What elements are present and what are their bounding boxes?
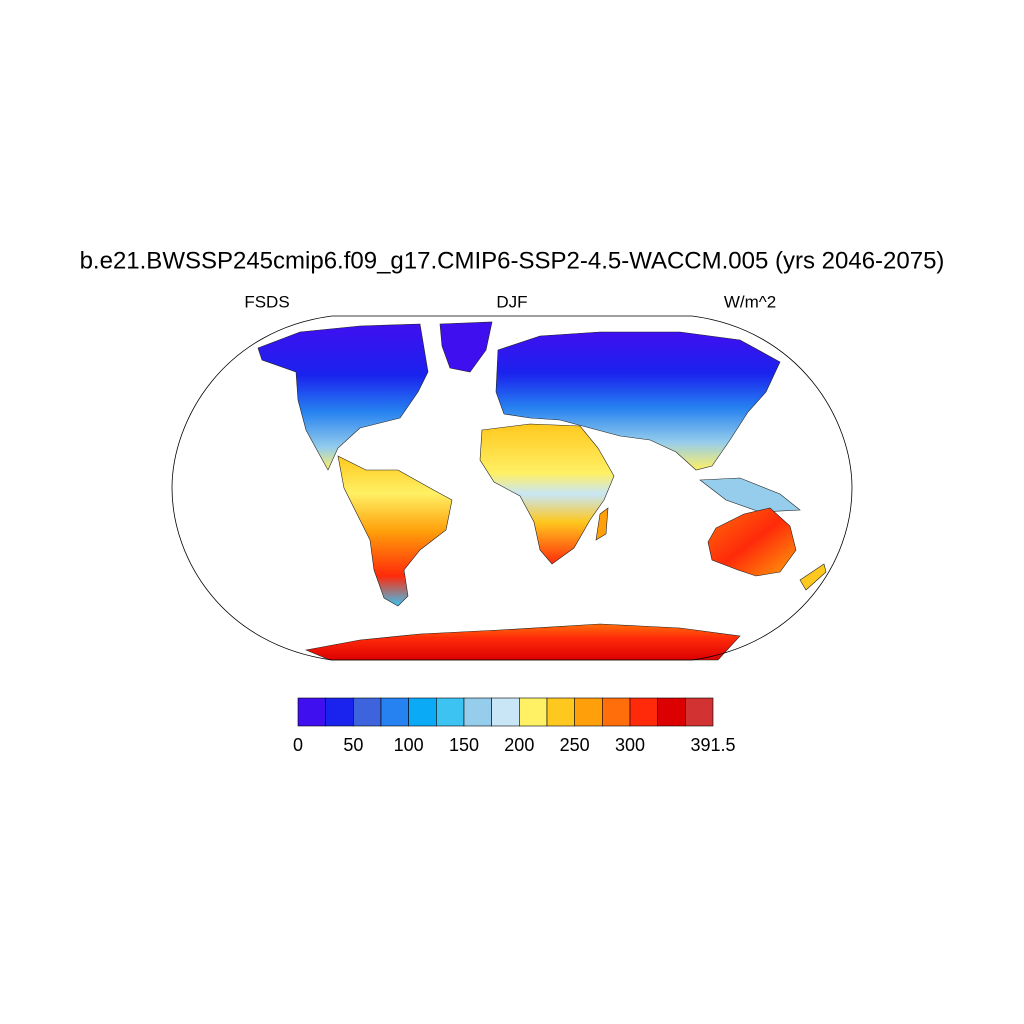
colorbar-tick-label: 0 — [293, 735, 303, 755]
map-outline — [171, 315, 853, 661]
colorbar-tick-label: 200 — [504, 735, 534, 755]
eurasia — [495, 331, 781, 471]
africa — [479, 423, 615, 565]
greenland — [439, 321, 493, 373]
colorbar-tick-label: 391.5 — [690, 735, 735, 755]
colorbar-box — [325, 697, 354, 727]
south-america — [337, 455, 453, 607]
colorbar-box — [408, 697, 437, 727]
map — [171, 315, 853, 661]
colorbar-box — [463, 697, 492, 727]
colorbar-box — [574, 697, 603, 727]
units-label: W/m^2 — [724, 292, 776, 311]
colorbar-tick-label: 250 — [560, 735, 590, 755]
title: b.e21.BWSSP245cmip6.f09_g17.CMIP6-SSP2-4… — [80, 247, 945, 274]
antarctica — [304, 623, 741, 661]
southeast-asia — [699, 477, 801, 513]
colorbar-box — [657, 697, 686, 727]
madagascar — [595, 507, 609, 541]
colorbar-box — [297, 697, 326, 727]
north-america — [257, 323, 429, 471]
australia — [707, 507, 797, 577]
colorbar-box — [629, 697, 658, 727]
season-label: DJF — [496, 292, 527, 311]
colorbar-tick-label: 50 — [343, 735, 363, 755]
colorbar-box — [380, 697, 409, 727]
colorbar-box — [685, 697, 714, 727]
colorbar-tick-label: 100 — [394, 735, 424, 755]
colorbar: 0 50 100 150 200 250 300 391.5 — [293, 697, 736, 755]
colorbar-tick-label: 300 — [615, 735, 645, 755]
colorbar-tick-label: 150 — [449, 735, 479, 755]
colorbar-box — [491, 697, 520, 727]
colorbar-box — [546, 697, 575, 727]
colorbar-box — [436, 697, 465, 727]
colorbar-box — [602, 697, 631, 727]
colorbar-box — [353, 697, 382, 727]
variable-label: FSDS — [244, 292, 289, 311]
new-zealand — [799, 563, 827, 591]
colorbar-box — [519, 697, 548, 727]
